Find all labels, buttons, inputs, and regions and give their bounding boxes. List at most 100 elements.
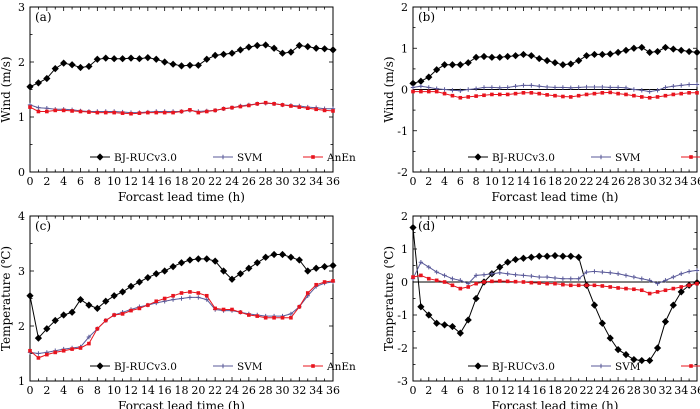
x-tick-label: 22 <box>208 175 222 188</box>
data-point <box>70 109 74 113</box>
x-tick-label: 28 <box>259 175 273 188</box>
data-point <box>631 274 637 280</box>
data-point <box>553 281 557 286</box>
legend-label: AnEn <box>326 361 356 373</box>
data-point <box>76 296 85 304</box>
data-point <box>137 306 142 311</box>
data-point <box>154 110 159 115</box>
data-point <box>505 271 510 276</box>
data-point <box>187 295 193 300</box>
data-point <box>426 264 431 270</box>
data-point <box>426 276 431 281</box>
data-point <box>409 223 417 232</box>
x-tick-label: 36 <box>326 384 340 397</box>
legend-label: AnEn <box>326 152 356 164</box>
data-point <box>312 264 320 272</box>
y-tick-label: 1 <box>401 243 408 256</box>
x-tick-label: 30 <box>276 175 290 188</box>
data-point <box>663 278 668 283</box>
data-point <box>671 274 676 280</box>
data-point <box>331 279 335 283</box>
data-point <box>545 93 549 97</box>
data-point <box>220 154 226 160</box>
legend-item: AnEn <box>303 152 356 164</box>
x-tick-label: 34 <box>309 175 323 188</box>
data-point <box>102 297 110 305</box>
data-point <box>120 111 125 115</box>
y-tick-label: 2 <box>401 210 408 223</box>
data-point <box>472 53 480 61</box>
data-point <box>28 105 32 109</box>
y-tick-label: 0 <box>401 84 408 97</box>
x-tick-label: 2 <box>425 384 432 397</box>
series-bj-rucv3-0 <box>409 223 700 365</box>
data-point <box>144 274 152 282</box>
x-tick-label: 16 <box>158 384 172 397</box>
data-point <box>36 109 41 114</box>
data-point <box>144 54 152 62</box>
x-tick-label: 36 <box>690 384 700 397</box>
data-point <box>194 255 202 263</box>
data-point <box>86 334 92 340</box>
data-point <box>43 325 51 333</box>
data-point <box>663 85 668 90</box>
x-tick-label: 36 <box>690 175 700 188</box>
data-point <box>162 110 167 115</box>
panel-label: (a) <box>35 10 52 24</box>
data-point <box>552 85 558 90</box>
data-point <box>135 278 144 286</box>
y-tick-label: -1 <box>397 309 408 322</box>
data-point <box>152 55 160 63</box>
data-point <box>543 252 551 260</box>
data-point <box>76 63 85 72</box>
data-point <box>537 84 542 89</box>
data-point <box>110 55 118 63</box>
data-point <box>331 109 335 113</box>
data-point <box>304 267 312 275</box>
data-point <box>112 110 116 115</box>
data-point <box>304 43 312 51</box>
x-tick-label: 18 <box>175 175 189 188</box>
x-tick-label: 16 <box>532 175 546 188</box>
data-point <box>295 41 303 50</box>
legend: BJ-RUCv3.0 SVM AnEn <box>468 361 700 373</box>
x-tick-label: 22 <box>580 175 594 188</box>
data-point <box>146 303 150 307</box>
data-point <box>170 297 176 302</box>
data-point <box>442 91 447 96</box>
data-point <box>630 44 638 52</box>
data-point <box>419 273 423 278</box>
data-point <box>653 344 662 352</box>
data-point <box>263 315 268 320</box>
data-point <box>496 263 504 271</box>
data-point <box>474 153 482 161</box>
data-point <box>474 94 478 98</box>
data-point <box>671 84 676 89</box>
data-point <box>505 85 510 90</box>
y-tick-label: 4 <box>18 210 25 223</box>
data-point <box>433 319 441 327</box>
data-point <box>615 85 621 90</box>
data-point <box>329 46 337 54</box>
data-point <box>34 334 43 342</box>
data-point <box>490 279 494 284</box>
data-point <box>289 104 293 108</box>
data-point <box>289 315 293 320</box>
x-tick-label: 34 <box>674 384 688 397</box>
x-tick-label: 20 <box>191 175 205 188</box>
data-point <box>551 59 559 67</box>
data-point <box>638 43 646 52</box>
data-point <box>616 286 620 290</box>
data-point <box>96 153 104 161</box>
data-point <box>448 322 457 331</box>
data-point <box>614 346 622 354</box>
data-point <box>85 62 93 70</box>
data-point <box>103 110 108 115</box>
data-point <box>600 91 605 95</box>
data-point <box>497 279 502 283</box>
data-point <box>504 52 512 61</box>
data-point <box>689 364 693 368</box>
data-point <box>255 314 260 318</box>
x-tick-label: 24 <box>595 175 609 188</box>
data-point <box>519 50 528 59</box>
